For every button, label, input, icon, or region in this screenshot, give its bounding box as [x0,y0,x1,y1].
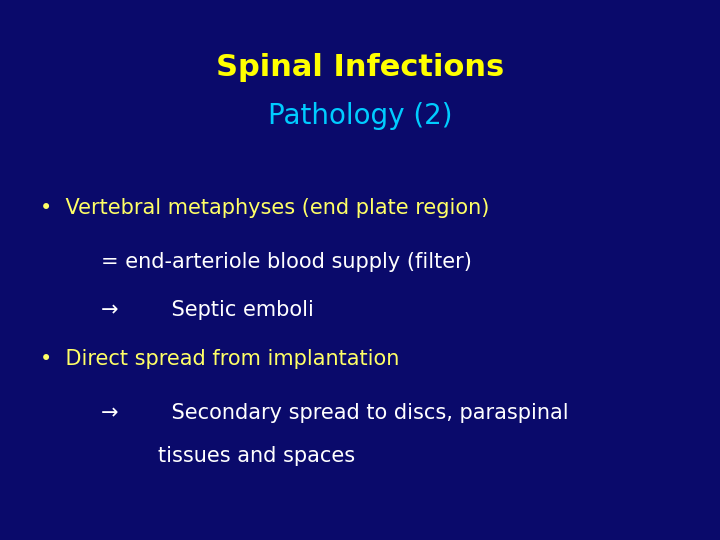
Text: Pathology (2): Pathology (2) [268,102,452,130]
Text: = end-arteriole blood supply (filter): = end-arteriole blood supply (filter) [101,252,472,272]
Text: →        Secondary spread to discs, paraspinal: → Secondary spread to discs, paraspinal [101,403,568,423]
Text: •  Direct spread from implantation: • Direct spread from implantation [40,349,399,369]
Text: tissues and spaces: tissues and spaces [158,446,356,467]
Text: →        Septic emboli: → Septic emboli [101,300,314,321]
Text: •  Vertebral metaphyses (end plate region): • Vertebral metaphyses (end plate region… [40,198,489,218]
Text: Spinal Infections: Spinal Infections [216,53,504,82]
